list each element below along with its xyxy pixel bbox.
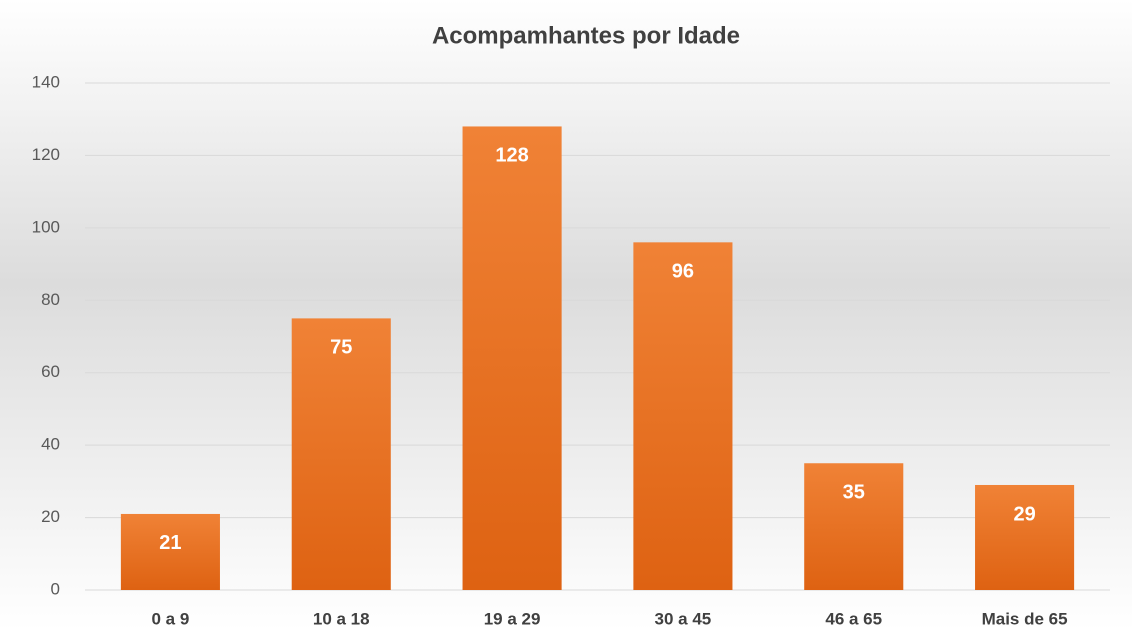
x-tick-label: 19 a 29 bbox=[484, 609, 541, 628]
data-label: 96 bbox=[672, 261, 694, 283]
x-tick-label: 46 a 65 bbox=[825, 609, 882, 628]
data-label: 21 bbox=[159, 532, 181, 554]
y-tick-label: 40 bbox=[41, 435, 60, 454]
x-tick-label: 0 a 9 bbox=[152, 609, 190, 628]
x-tick-label: 10 a 18 bbox=[313, 609, 370, 628]
chart-title: Acompamhantes por Idade bbox=[432, 22, 740, 49]
data-label: 128 bbox=[495, 145, 528, 167]
x-tick-label: 30 a 45 bbox=[655, 609, 712, 628]
y-tick-label: 140 bbox=[32, 72, 60, 91]
bar bbox=[975, 484, 1075, 590]
data-label: 35 bbox=[843, 482, 865, 504]
bar bbox=[291, 318, 391, 590]
data-label: 29 bbox=[1013, 503, 1035, 525]
y-tick-label: 80 bbox=[41, 290, 60, 309]
bar bbox=[633, 242, 733, 591]
x-tick-label: Mais de 65 bbox=[982, 609, 1068, 628]
data-label: 75 bbox=[330, 337, 352, 359]
y-tick-label: 60 bbox=[41, 362, 60, 381]
bar bbox=[462, 126, 562, 590]
y-tick-label: 100 bbox=[32, 217, 60, 236]
y-tick-label: 20 bbox=[41, 507, 60, 526]
y-tick-label: 0 bbox=[51, 579, 60, 598]
bar bbox=[804, 463, 904, 590]
bar bbox=[120, 513, 220, 590]
y-tick-label: 120 bbox=[32, 145, 60, 164]
